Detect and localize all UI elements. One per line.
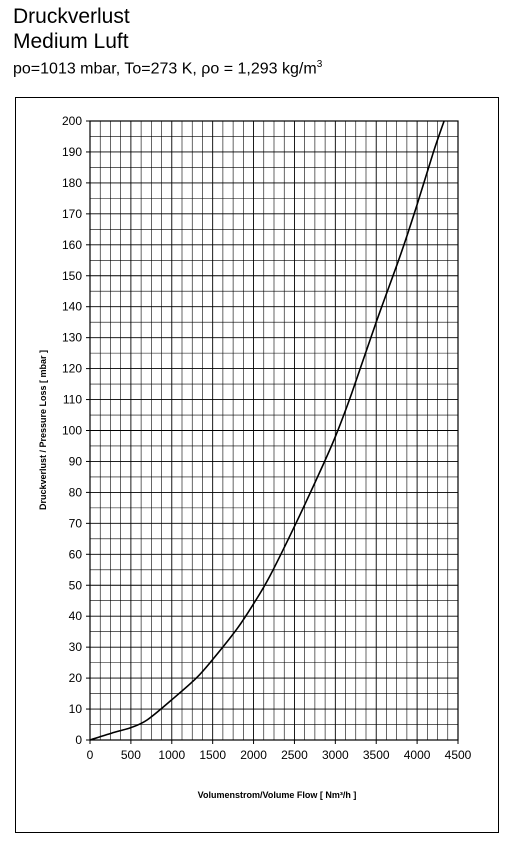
x-tick-label: 3500	[363, 748, 390, 762]
y-tick-label: 80	[69, 485, 83, 499]
x-tick-label: 3000	[322, 748, 349, 762]
x-tick-label: 1500	[199, 748, 226, 762]
x-tick-label: 0	[87, 748, 94, 762]
x-axis-label: Volumenstrom/Volume Flow [ Nm³/h ]	[198, 790, 357, 800]
y-tick-label: 200	[62, 114, 82, 128]
y-tick-label: 60	[69, 547, 83, 561]
chart-title-line-2: Medium Luft	[13, 30, 129, 53]
y-tick-label: 0	[75, 733, 82, 747]
x-tick-label: 2000	[240, 748, 267, 762]
grid-lines	[89, 120, 459, 741]
y-tick-label: 150	[62, 269, 82, 283]
series-lines	[89, 120, 445, 741]
y-tick-label: 180	[62, 176, 82, 190]
y-axis-ticks: 0 10 20 30 40 50 60 70 80 90 100 110 120 130 140 150 160…	[62, 114, 90, 747]
y-axis-label: Druckverlust / Pressure Loss [ mbar ]	[38, 350, 48, 510]
chart-subtitle-superscript: 3	[316, 59, 323, 70]
chart-subtitle: po=1013 mbar, To=273 K, ρo = 1,293 kg/m3	[13, 60, 322, 77]
y-tick-label: 50	[69, 578, 83, 592]
chart-header: Druckverlust Medium Luft po=1013 mbar, T…	[13, 6, 322, 77]
y-tick-label: 70	[69, 516, 83, 530]
y-tick-label: 30	[69, 640, 83, 654]
pressure-loss-curve	[89, 120, 445, 741]
y-tick-label: 40	[69, 609, 83, 623]
chart-subtitle-text: po=1013 mbar, To=273 K, ρo = 1,293 kg/m	[13, 60, 317, 78]
y-tick-label: 140	[62, 300, 82, 314]
x-tick-label: 4500	[445, 748, 472, 762]
y-tick-label: 100	[62, 424, 82, 438]
y-tick-label: 160	[62, 238, 82, 252]
y-tick-label: 90	[69, 454, 83, 468]
y-tick-label: 110	[63, 393, 82, 407]
x-axis-ticks: 0 500 1000 1500 2000 2500 3000 3500 4000 4500	[87, 740, 472, 762]
y-tick-label: 20	[69, 671, 83, 685]
chart-title-line-1: Druckverlust	[13, 5, 130, 28]
y-tick-label: 130	[62, 331, 82, 345]
y-tick-label: 120	[62, 362, 82, 376]
y-tick-label: 190	[62, 145, 82, 159]
x-tick-label: 1000	[158, 748, 185, 762]
x-tick-label: 4000	[404, 748, 431, 762]
y-tick-label: 10	[69, 702, 83, 716]
chart-frame	[15, 97, 499, 833]
y-tick-label: 170	[62, 207, 82, 221]
x-tick-label: 500	[121, 748, 141, 762]
x-tick-label: 2500	[281, 748, 308, 762]
